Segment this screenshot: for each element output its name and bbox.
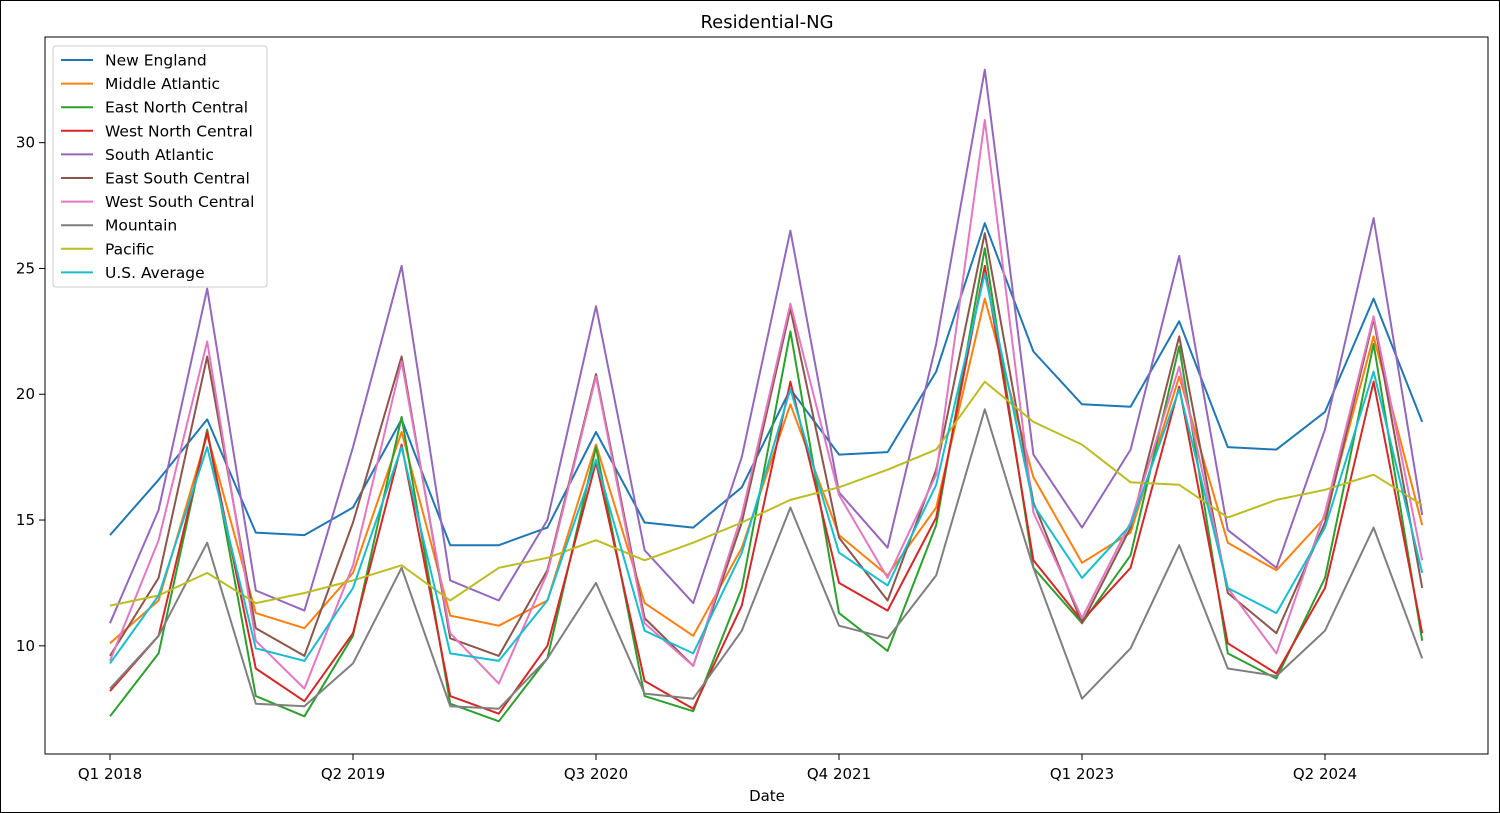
series-line-east-north-central [109, 247, 1424, 723]
series-line-east-south-central [109, 232, 1424, 667]
series-west-north-central [109, 264, 1424, 715]
x-tick-label: Q2 2024 [1293, 765, 1357, 783]
legend-label-south-atlantic: South Atlantic [105, 146, 214, 164]
legend-label-middle-atlantic: Middle Atlantic [105, 75, 220, 93]
y-tick-label: 25 [16, 259, 35, 277]
series-line-mountain [109, 408, 1424, 710]
series-line-new-england [109, 222, 1424, 547]
series-line-pacific [109, 380, 1423, 607]
series-south-atlantic [109, 68, 1424, 624]
legend-label-west-south-central: West South Central [105, 193, 254, 211]
series-mountain [109, 408, 1424, 710]
axes-frame [44, 36, 1489, 755]
x-tick-label: Q1 2018 [78, 765, 142, 783]
legend-label-east-south-central: East South Central [105, 170, 250, 188]
y-axis: 10 15 20 25 30 [16, 134, 45, 655]
x-axis: Q1 2018 Q2 2019 Q3 2020 Q4 2021 Q1 2023 Q2 20… [78, 754, 1357, 783]
legend: New England Middle Atlantic East North Cen… [52, 45, 268, 288]
plot-area [109, 68, 1424, 723]
series-pacific [109, 380, 1423, 607]
legend-label-west-north-central: West North Central [105, 122, 253, 140]
y-tick-label: 10 [16, 637, 35, 655]
series-new-england [109, 222, 1424, 547]
y-tick-label: 20 [16, 385, 35, 403]
x-tick-label: Q4 2021 [807, 765, 871, 783]
legend-label-new-england: New England [105, 52, 207, 70]
series-line-west-north-central [109, 264, 1424, 715]
legend-label-east-north-central: East North Central [105, 99, 248, 117]
series-line-south-atlantic [109, 68, 1424, 624]
y-tick-label: 15 [16, 511, 35, 529]
x-tick-label: Q1 2023 [1050, 765, 1114, 783]
x-axis-label: Date [749, 787, 785, 805]
x-tick-label: Q3 2020 [564, 765, 628, 783]
y-tick-label: 30 [16, 134, 35, 152]
series-east-south-central [109, 232, 1424, 667]
series-east-north-central [109, 247, 1424, 723]
chart-title: Residential-NG [700, 12, 833, 33]
series-u-s-average [109, 272, 1424, 664]
legend-label-pacific: Pacific [105, 240, 154, 258]
x-tick-label: Q2 2019 [321, 765, 385, 783]
series-line-west-south-central [109, 119, 1424, 690]
series-west-south-central [109, 119, 1424, 690]
series-line-u-s-average [109, 272, 1424, 664]
legend-label-u-s-average: U.S. Average [105, 264, 205, 282]
legend-label-mountain: Mountain [105, 217, 177, 235]
legend-box [52, 45, 268, 288]
